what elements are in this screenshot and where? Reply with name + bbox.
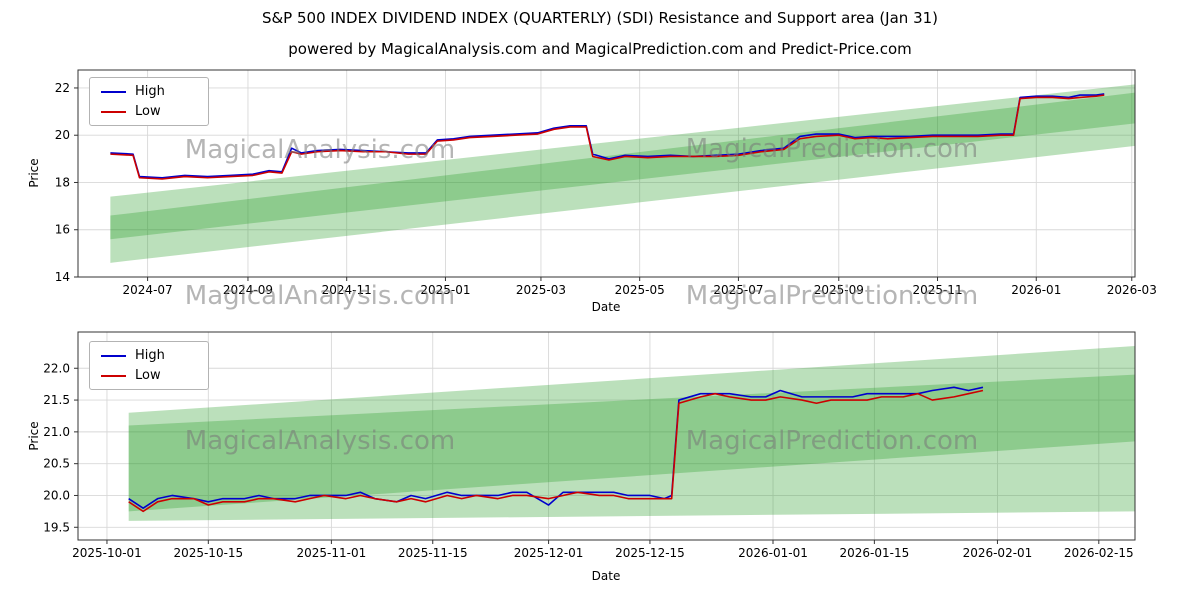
high-line-swatch-icon bbox=[101, 90, 126, 93]
series-line-high bbox=[128, 386, 984, 509]
svg-text:2026-01-15: 2026-01-15 bbox=[839, 546, 909, 560]
chart-plot-0: 2024-07 2024-09 2024-11 2025-01 2025-03 2025-… bbox=[55, 69, 1157, 297]
legend-item-high: High bbox=[101, 84, 197, 99]
svg-text:2025-01: 2025-01 bbox=[420, 283, 470, 297]
plot-border bbox=[77, 69, 1136, 278]
support-resistance-bands bbox=[128, 345, 1135, 521]
legend-label-low: Low bbox=[135, 368, 161, 383]
svg-text:2026-01: 2026-01 bbox=[1011, 283, 1061, 297]
legend-bottom-chart: High Low bbox=[89, 341, 209, 390]
svg-text:2025-09: 2025-09 bbox=[814, 283, 864, 297]
svg-text:2026-01-01: 2026-01-01 bbox=[738, 546, 808, 560]
support-resistance-bands bbox=[110, 84, 1135, 263]
svg-text:2025-10-01: 2025-10-01 bbox=[72, 546, 142, 560]
chart-subtitle: powered by MagicalAnalysis.com and Magic… bbox=[288, 40, 912, 58]
tick-labels: 2025-10-01 2025-10-15 2025-11-01 2025-11-15… bbox=[43, 361, 1133, 560]
svg-text:22.0: 22.0 bbox=[43, 361, 70, 375]
svg-text:2025-12-15: 2025-12-15 bbox=[615, 546, 685, 560]
svg-text:20.5: 20.5 bbox=[43, 457, 70, 471]
svg-text:2026-02-01: 2026-02-01 bbox=[963, 546, 1033, 560]
legend-top-chart: High Low bbox=[89, 77, 209, 126]
legend-label-low: Low bbox=[135, 104, 161, 119]
svg-text:21.5: 21.5 bbox=[43, 393, 70, 407]
series-line-low bbox=[128, 389, 984, 513]
svg-text:2026-03: 2026-03 bbox=[1107, 283, 1157, 297]
y-axis-label-bottom: Price bbox=[27, 421, 41, 451]
svg-text:16: 16 bbox=[55, 223, 70, 237]
legend-item-high: High bbox=[101, 348, 197, 363]
svg-text:2025-10-15: 2025-10-15 bbox=[173, 546, 243, 560]
svg-text:2025-11-15: 2025-11-15 bbox=[398, 546, 468, 560]
svg-text:2025-03: 2025-03 bbox=[516, 283, 566, 297]
chart-title: S&P 500 INDEX DIVIDEND INDEX (QUARTERLY)… bbox=[261, 9, 939, 27]
svg-text:22: 22 bbox=[55, 81, 70, 95]
svg-text:20: 20 bbox=[55, 128, 70, 142]
legend-label-high: High bbox=[135, 84, 165, 99]
svg-text:2025-11: 2025-11 bbox=[912, 283, 962, 297]
x-axis-label-bottom: Date bbox=[591, 569, 621, 583]
y-axis-label-top: Price bbox=[27, 158, 41, 188]
svg-text:18: 18 bbox=[55, 175, 70, 189]
chart-plot-1: 2025-10-01 2025-10-15 2025-11-01 2025-11-15… bbox=[43, 331, 1136, 560]
svg-text:2026-02-15: 2026-02-15 bbox=[1064, 546, 1134, 560]
x-axis-label-top: Date bbox=[591, 300, 621, 314]
high-line-swatch-icon bbox=[101, 354, 126, 357]
svg-text:19.5: 19.5 bbox=[43, 520, 70, 534]
svg-text:2024-09: 2024-09 bbox=[223, 283, 273, 297]
series-line-low bbox=[110, 94, 1105, 180]
svg-text:2024-11: 2024-11 bbox=[322, 283, 372, 297]
plot-border bbox=[77, 331, 1136, 541]
tick-labels: 2024-07 2024-09 2024-11 2025-01 2025-03 2025-… bbox=[55, 81, 1157, 297]
legend-item-low: Low bbox=[101, 368, 197, 383]
svg-text:2024-07: 2024-07 bbox=[123, 283, 173, 297]
svg-text:2025-05: 2025-05 bbox=[615, 283, 665, 297]
svg-text:14: 14 bbox=[55, 270, 70, 284]
gridlines bbox=[78, 332, 1135, 540]
svg-text:20.0: 20.0 bbox=[43, 488, 70, 502]
legend-item-low: Low bbox=[101, 104, 197, 119]
low-line-swatch-icon bbox=[101, 374, 126, 377]
low-line-swatch-icon bbox=[101, 110, 126, 113]
svg-text:21.0: 21.0 bbox=[43, 425, 70, 439]
legend-label-high: High bbox=[135, 348, 165, 363]
svg-text:2025-11-01: 2025-11-01 bbox=[297, 546, 367, 560]
svg-text:2025-12-01: 2025-12-01 bbox=[514, 546, 584, 560]
svg-text:2025-07: 2025-07 bbox=[713, 283, 763, 297]
